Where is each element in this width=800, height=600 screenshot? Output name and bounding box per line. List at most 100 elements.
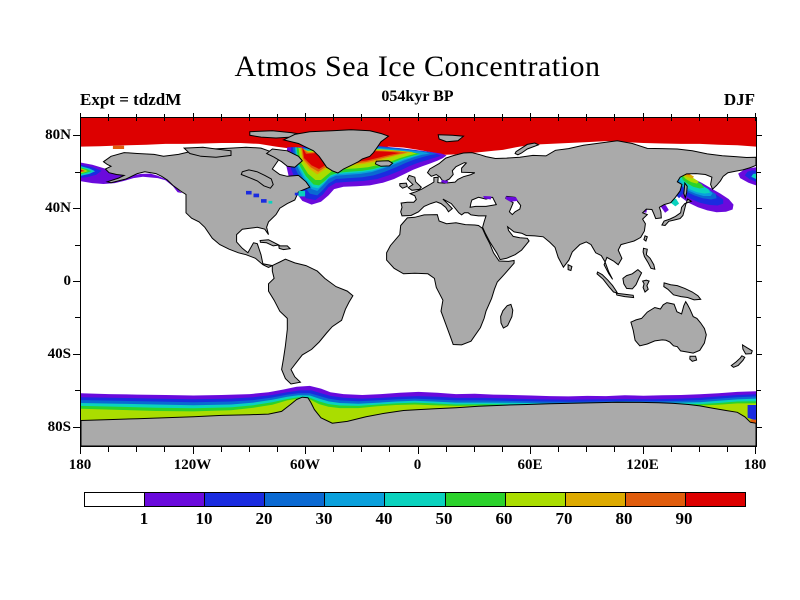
season-label: DJF [723,90,755,109]
axis-tick [248,114,250,121]
land-baffin-island [265,148,304,168]
axis-tick [757,244,761,246]
axis-tick [757,281,762,282]
colorbar-label: 60 [495,509,513,528]
axis-tick [473,447,475,452]
lon-tick-label: 120W [173,457,212,473]
azov-ice [483,196,492,200]
land-taiwan [643,235,648,242]
colorbar-cell [385,493,446,506]
land-africa [386,214,515,346]
axis-tick [757,353,762,355]
land-novaya-zemlya [514,142,540,156]
land-new-zealand-south [730,355,746,368]
axis-tick [75,244,80,246]
colorbar-label: 90 [675,509,693,528]
land-java [615,292,635,299]
bering-west-ice-60-70 [81,168,88,173]
colorbar-cell [85,493,146,506]
colorbar-cell [205,493,266,506]
axis-tick [80,113,81,121]
axis-tick [755,447,756,454]
beaufort-ice-patch [112,145,125,149]
axis-tick [164,447,166,452]
bering-east-ice-10-20 [744,170,756,182]
axis-tick [501,447,503,452]
bering-east-ice-40 [751,173,756,179]
axis-tick [614,447,616,452]
axis-tick [305,113,306,121]
axis-tick [136,447,138,452]
lat-tick-label: 80N [45,127,71,144]
lon-tick-label: 120E [626,457,659,473]
land-north-america [102,146,311,268]
lon-tick-label: 180 [68,457,92,473]
colorbar-label: 10 [195,509,213,528]
lon-tick-label: 0 [413,457,422,473]
hudson-bay-outline [240,169,274,189]
land-hispaniola [278,245,292,251]
axis-tick [757,208,762,210]
axis-tick [642,447,644,454]
colorbar-cell [625,493,686,506]
axis-tick [73,208,80,210]
subtitle: 054kyr BP [381,88,454,105]
ross-ice-dip [747,405,756,421]
axis-tick [164,114,166,121]
great-lakes-ice-4 [268,200,273,204]
axis-tick [361,114,363,121]
axis-tick [445,114,447,121]
axis-tick [73,135,80,137]
colorbar-label: 50 [435,509,453,528]
lat-tick-label: 40S [47,345,71,362]
colorbar-cell [145,493,206,506]
land-sumatra [596,271,619,294]
great-lakes-ice-1 [246,190,252,195]
lon-tick-label: 180 [743,457,767,473]
axis-tick [670,114,672,121]
colorbar-cell [325,493,386,506]
axis-tick [192,447,194,454]
axis-tick [361,447,363,452]
land-australia [630,300,707,354]
map-svg [81,118,756,446]
axis-tick [75,171,80,173]
axis-tick [698,447,700,452]
axis-tick [670,447,672,452]
land-japan [661,198,693,227]
arctic-ice-cap [81,118,756,166]
axis-tick [73,281,80,282]
axis-tick [389,114,391,121]
colorbar-cell [565,493,626,506]
black-sea [469,196,498,208]
land-cuba [259,239,281,247]
st-lawrence-ice-1 [298,190,306,197]
lat-tick-label: 80S [47,418,71,435]
map-frame [80,117,757,447]
axis-tick [75,390,80,392]
st-lawrence-ice-2 [294,192,299,196]
land-svalbard [437,134,465,143]
great-lakes-ice-2 [253,193,260,198]
axis-tick [698,114,700,121]
axis-tick [757,135,762,137]
land-south-america [268,258,354,385]
land-sri-lanka [567,263,573,272]
axis-tick [108,114,110,121]
land-great-britain [406,174,422,191]
axis-tick [558,114,560,121]
axis-tick [726,447,728,452]
land-iceland [374,160,394,167]
colorbar-label: 1 [139,509,149,528]
land-tasmania [689,355,698,362]
colorbar-cell [445,493,506,506]
axis-tick [220,114,222,121]
bering-west-ice-90 [81,169,83,172]
land-sulawesi [641,279,650,293]
lat-tick-label: 0 [63,273,72,289]
colorbar-label: 30 [315,509,333,528]
axis-tick [501,114,503,121]
colorbar-cell [685,493,746,506]
axis-tick [333,114,335,121]
